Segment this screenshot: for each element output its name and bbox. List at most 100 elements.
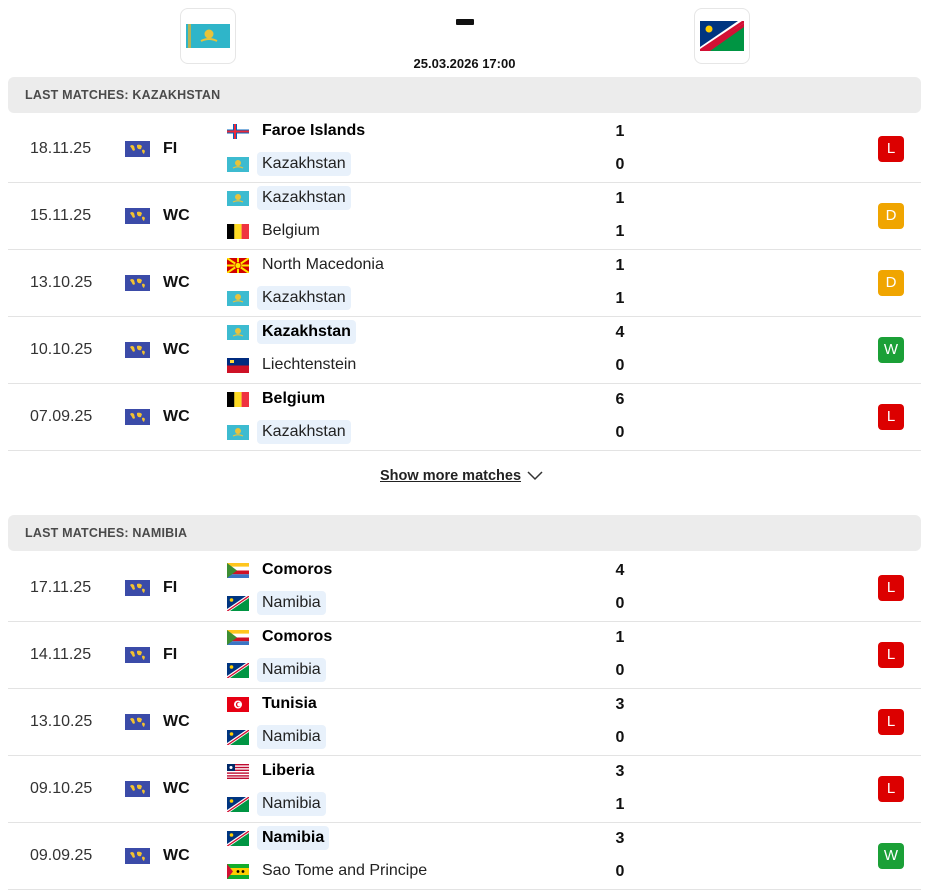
- away-team: Kazakhstan: [227, 150, 351, 178]
- home-team: Comoros: [227, 623, 337, 651]
- competition-code: FI: [163, 140, 178, 157]
- match-row[interactable]: 13.10.25 WC North Macedonia Kazakhstan 1 1 D: [8, 250, 921, 317]
- nam-flag-icon: [227, 830, 249, 846]
- away-team-name: Namibia: [257, 792, 326, 816]
- kaz-flag-icon: [227, 424, 249, 440]
- away-score: 0: [615, 863, 625, 880]
- home-team: North Macedonia: [227, 251, 389, 279]
- score-separator: [456, 19, 474, 25]
- lie-flag-icon: [227, 357, 249, 373]
- home-score: 3: [615, 830, 625, 847]
- home-team-name: Belgium: [262, 390, 326, 407]
- bel-flag-icon: [227, 391, 249, 407]
- competition-code: FI: [163, 646, 178, 663]
- competition-icon: [125, 781, 150, 797]
- match-date: 14.11.25: [30, 646, 92, 663]
- away-team-name: Kazakhstan: [257, 420, 351, 444]
- nam-flag-icon: [227, 796, 249, 812]
- match-row[interactable]: 18.11.25 FI Faroe Islands Kazakhstan 1 0 L: [8, 116, 921, 183]
- home-team-name: Comoros: [262, 561, 333, 578]
- home-team: Kazakhstan: [227, 318, 356, 346]
- home-team-name: North Macedonia: [262, 256, 384, 273]
- home-team: Kazakhstan: [227, 184, 351, 212]
- match-date: 13.10.25: [30, 274, 93, 291]
- away-score: 1: [615, 223, 625, 240]
- away-team: Liechtenstein: [227, 351, 361, 379]
- result-badge: L: [878, 776, 904, 802]
- match-row[interactable]: 09.10.25 WC Liberia Namibia 3 1 L: [8, 756, 921, 823]
- bel-flag-icon: [227, 223, 249, 239]
- away-score: 0: [615, 662, 625, 679]
- home-score: 3: [615, 763, 625, 780]
- away-score: 0: [615, 424, 625, 441]
- result-badge: L: [878, 709, 904, 735]
- com-flag-icon: [227, 629, 249, 645]
- home-team-name: Kazakhstan: [257, 320, 356, 344]
- competition-icon: [125, 714, 150, 730]
- home-team-name: Kazakhstan: [257, 186, 351, 210]
- show-more-label: Show more matches: [380, 468, 522, 484]
- lbr-flag-icon: [227, 763, 249, 779]
- show-more-matches-button[interactable]: Show more matches: [380, 468, 543, 484]
- kaz-flag-icon: [227, 324, 249, 340]
- home-team-name: Namibia: [257, 826, 330, 850]
- away-score: 0: [615, 595, 625, 612]
- away-score: 0: [615, 357, 625, 374]
- home-team-name: Liberia: [262, 762, 315, 779]
- away-team: Kazakhstan: [227, 418, 351, 446]
- tun-flag-icon: [227, 696, 249, 712]
- away-team: Namibia: [227, 790, 326, 818]
- home-score: 3: [615, 696, 625, 713]
- competition-icon: [125, 141, 150, 157]
- match-date: 15.11.25: [30, 207, 92, 224]
- result-badge: L: [878, 136, 904, 162]
- away-score: 1: [615, 290, 625, 307]
- away-team-name: Liechtenstein: [262, 356, 357, 373]
- away-team: Namibia: [227, 589, 326, 617]
- match-row[interactable]: 14.11.25 FI Comoros Namibia 1 0 L: [8, 622, 921, 689]
- competition-icon: [125, 342, 150, 358]
- home-score: 1: [615, 190, 625, 207]
- result-badge: L: [878, 575, 904, 601]
- home-team-flag[interactable]: [180, 8, 236, 64]
- away-team-name: Namibia: [257, 591, 326, 615]
- match-row[interactable]: 10.10.25 WC Kazakhstan Liechtenstein 4 0 W: [8, 317, 921, 384]
- away-team-flag[interactable]: [694, 8, 750, 64]
- home-score: 1: [615, 123, 625, 140]
- match-date: 13.10.25: [30, 713, 93, 730]
- result-badge: L: [878, 642, 904, 668]
- match-row[interactable]: 09.09.25 WC Namibia Sao Tome and Principe 3 0…: [8, 823, 921, 890]
- away-team-name: Namibia: [257, 658, 326, 682]
- competition-code: WC: [163, 847, 190, 864]
- match-row[interactable]: 13.10.25 WC Tunisia Namibia 3 0 L: [8, 689, 921, 756]
- match-row[interactable]: 07.09.25 WC Belgium Kazakhstan 6 0 L: [8, 384, 921, 451]
- match-date: 10.10.25: [30, 341, 93, 358]
- away-team: Kazakhstan: [227, 284, 351, 312]
- kaz-flag-icon: [227, 190, 249, 206]
- home-team-name: Comoros: [262, 628, 333, 645]
- match-row[interactable]: 17.11.25 FI Comoros Namibia 4 0 L: [8, 555, 921, 622]
- competition-code: WC: [163, 274, 190, 291]
- match-row[interactable]: 15.11.25 WC Kazakhstan Belgium 1 1 D: [8, 183, 921, 250]
- competition-code: WC: [163, 408, 190, 425]
- chevron-down-icon: [527, 471, 543, 481]
- result-badge: D: [878, 270, 904, 296]
- away-team-name: Namibia: [257, 725, 326, 749]
- mkd-flag-icon: [227, 257, 249, 273]
- competition-code: WC: [163, 341, 190, 358]
- kaz-flag-icon: [227, 156, 249, 172]
- home-score: 1: [615, 629, 625, 646]
- result-badge: D: [878, 203, 904, 229]
- namibia-flag-icon: [700, 21, 744, 51]
- competition-code: WC: [163, 780, 190, 797]
- competition-icon: [125, 848, 150, 864]
- section-header: LAST MATCHES: KAZAKHSTAN: [8, 77, 921, 113]
- home-score: 4: [615, 324, 625, 341]
- home-team: Faroe Islands: [227, 117, 370, 145]
- result-badge: W: [878, 337, 904, 363]
- match-date: 09.10.25: [30, 780, 93, 797]
- match-datetime: 25.03.2026 17:00: [413, 56, 516, 71]
- home-score: 4: [615, 562, 625, 579]
- home-score: 6: [615, 391, 625, 408]
- result-badge: W: [878, 843, 904, 869]
